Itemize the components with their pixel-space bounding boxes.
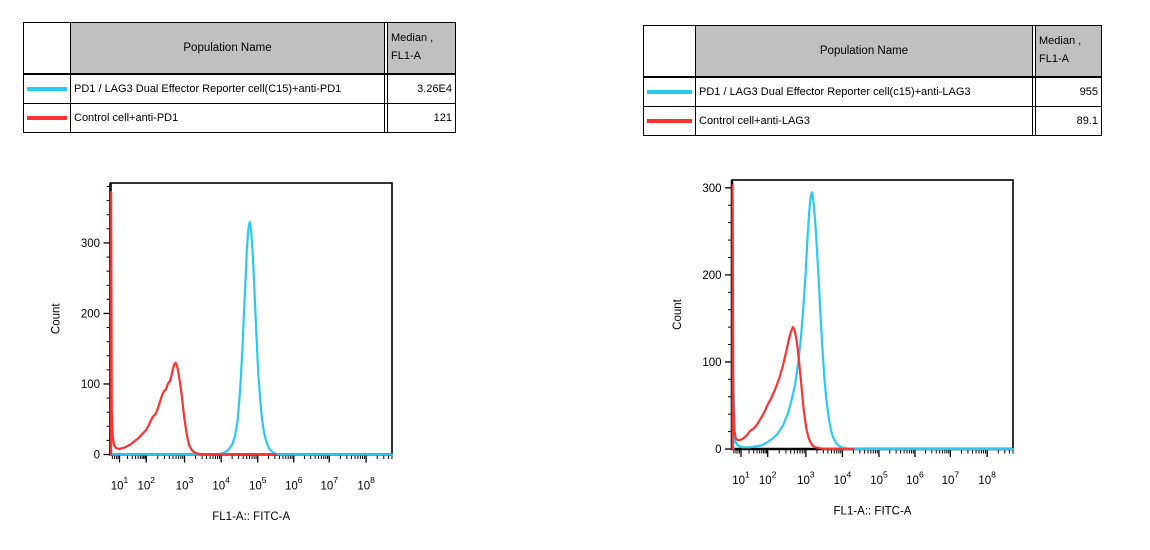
x-tick-label: 105 bbox=[249, 475, 267, 493]
histogram-anti-LAG3: 0 100 200 300 101 102 103 104 105 106 107 108 FL1-A:… bbox=[672, 179, 1015, 518]
x-tick-label: 101 bbox=[732, 470, 750, 488]
y-tick-label: 200 bbox=[81, 308, 100, 320]
column-gap bbox=[1032, 25, 1036, 78]
y-tick-label: 200 bbox=[702, 270, 721, 282]
median-value: 121 bbox=[387, 103, 456, 133]
series-swatch-red bbox=[27, 116, 67, 120]
x-tick-label: 108 bbox=[357, 475, 375, 493]
x-tick-label: 107 bbox=[320, 475, 338, 493]
y-tick-label: 0 bbox=[715, 444, 721, 456]
y-tick-label: 300 bbox=[81, 238, 100, 250]
population-name-header: Population Name bbox=[70, 22, 385, 75]
x-tick-label: 102 bbox=[759, 470, 777, 488]
swatch-header-cell bbox=[643, 25, 696, 78]
x-axis-title: FL1-A:: FITC-A bbox=[834, 506, 912, 518]
series-line-reporter bbox=[109, 220, 394, 456]
median-value: 89.1 bbox=[1035, 106, 1102, 136]
x-tick-label: 106 bbox=[285, 475, 303, 493]
table-row: PD1 / LAG3 Dual Effector Reporter cell(c… bbox=[643, 77, 1102, 107]
x-tick-label: 104 bbox=[834, 470, 852, 488]
y-tick-label: 0 bbox=[94, 450, 100, 462]
y-tick-label: 300 bbox=[702, 183, 721, 195]
table-row: Control cell+anti-PD1 121 bbox=[23, 103, 456, 133]
population-name-header: Population Name bbox=[695, 25, 1033, 78]
y-axis-title: Count bbox=[672, 298, 684, 329]
plot-frame bbox=[731, 179, 1014, 450]
y-axis-title: Count bbox=[51, 303, 63, 334]
y-tick-label: 100 bbox=[81, 379, 100, 391]
column-gap bbox=[384, 22, 388, 75]
series-swatch-red bbox=[647, 119, 692, 123]
x-tick-label: 108 bbox=[978, 470, 996, 488]
histogram-anti-PD1: 0 100 200 300 101 102 103 104 105 106 107 108 FL1-A:… bbox=[51, 182, 394, 523]
x-tick-label: 103 bbox=[797, 470, 815, 488]
population-name: PD1 / LAG3 Dual Effector Reporter cell(C… bbox=[70, 74, 385, 104]
population-name: PD1 / LAG3 Dual Effector Reporter cell(c… bbox=[695, 77, 1033, 107]
median-header: Median , FL1-A bbox=[1035, 25, 1102, 78]
table-row: Control cell+anti-LAG3 89.1 bbox=[643, 106, 1102, 136]
median-value: 955 bbox=[1035, 77, 1102, 107]
series-swatch-cyan bbox=[27, 87, 67, 91]
x-tick-label: 103 bbox=[176, 475, 194, 493]
x-tick-label: 105 bbox=[870, 470, 888, 488]
series-swatch-cyan bbox=[647, 90, 692, 94]
x-tick-label: 107 bbox=[942, 470, 960, 488]
plot-frame bbox=[109, 182, 393, 456]
median-header: Median , FL1-A bbox=[387, 22, 456, 75]
legend-table-anti-lag3: Population Name Median , FL1-A PD1 / LAG… bbox=[643, 25, 1102, 136]
y-tick-label: 100 bbox=[702, 357, 721, 369]
series-line-control bbox=[731, 184, 855, 451]
population-name: Control cell+anti-PD1 bbox=[70, 103, 385, 133]
swatch-header-cell bbox=[23, 22, 71, 75]
population-name: Control cell+anti-LAG3 bbox=[695, 106, 1033, 136]
table-row: PD1 / LAG3 Dual Effector Reporter cell(C… bbox=[23, 74, 456, 104]
x-tick-label: 106 bbox=[906, 470, 924, 488]
x-axis-title: FL1-A:: FITC-A bbox=[212, 511, 290, 523]
series-line-reporter bbox=[732, 191, 1015, 451]
series-line-control bbox=[109, 191, 277, 456]
legend-table-anti-pd1: Population Name Median , FL1-A PD1 / LAG… bbox=[23, 22, 456, 133]
x-tick-label: 104 bbox=[212, 475, 230, 493]
x-tick-label: 101 bbox=[111, 475, 129, 493]
x-tick-label: 102 bbox=[137, 475, 155, 493]
median-value: 3.26E4 bbox=[387, 74, 456, 104]
